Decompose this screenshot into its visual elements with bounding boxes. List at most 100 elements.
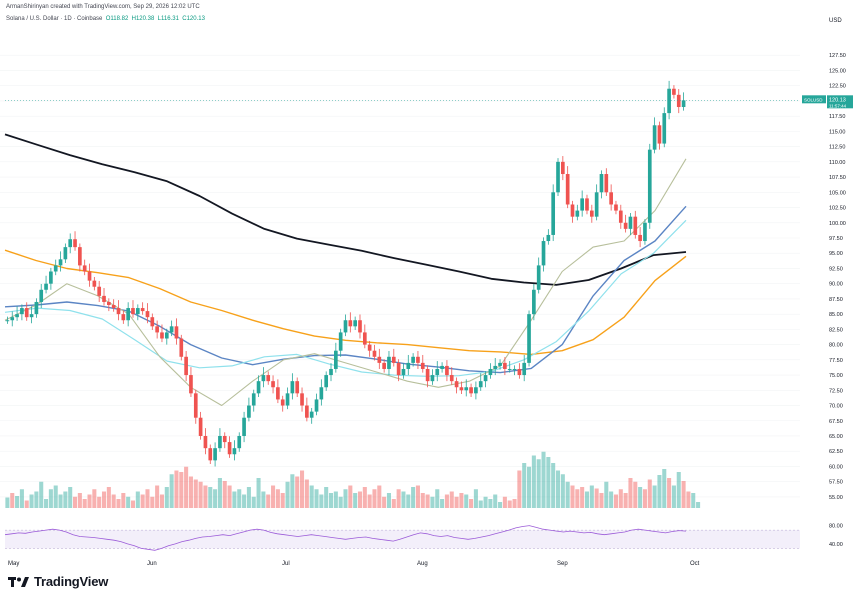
candle-body	[647, 149, 652, 223]
x-axis-tick-label: Jul	[282, 561, 290, 567]
y-axis-tick-label: 110.00	[829, 160, 845, 166]
y-axis-tick-label: 75.00	[829, 373, 843, 379]
y-axis-tick-label: 87.50	[829, 297, 843, 303]
candle-body	[87, 271, 92, 281]
volume-bar	[275, 489, 280, 508]
candle-body	[107, 301, 111, 306]
volume-bar	[488, 499, 493, 508]
candle-body	[24, 308, 29, 318]
volume-bar	[560, 474, 565, 508]
y-axis-tick-label: 55.00	[829, 495, 843, 501]
candle-body	[261, 375, 266, 382]
volume-bar	[594, 488, 599, 508]
candle-body	[131, 308, 135, 315]
y-axis-tick-label: 82.50	[829, 327, 843, 333]
volume-bar	[555, 470, 561, 508]
volume-bar	[280, 493, 285, 508]
candle-body	[532, 289, 536, 315]
candle-body	[585, 198, 589, 211]
rsi-line	[4, 525, 687, 551]
y-axis-tick-label: 125.00	[829, 68, 846, 74]
candle-body	[449, 375, 454, 382]
candle-body	[218, 435, 222, 449]
volume-bar	[454, 496, 459, 508]
candle-body	[266, 375, 271, 382]
candle-body	[73, 239, 77, 248]
volume-bar	[522, 463, 527, 508]
candle-body	[546, 234, 551, 242]
candle-body	[53, 265, 58, 272]
candle-body	[305, 405, 309, 418]
rsi-tick-label: 40.00	[829, 542, 843, 548]
candle-body	[251, 393, 256, 406]
moving-average-line	[4, 249, 687, 356]
candle-body	[34, 301, 39, 315]
candle-body	[493, 365, 498, 369]
volume-bar	[401, 491, 406, 508]
volume-bar	[97, 496, 102, 508]
volume-bar	[15, 496, 20, 508]
volume-bar	[415, 485, 420, 508]
volume-bar	[48, 489, 53, 508]
chart-credit: ArmanShirinyan created with TradingView.…	[6, 4, 200, 10]
moving-average-line	[4, 205, 687, 374]
volume-bar	[295, 476, 300, 508]
volume-bar	[24, 500, 29, 508]
candle-body	[78, 247, 82, 266]
volume-bar	[633, 481, 638, 508]
ohlc-close: C120.13	[182, 16, 205, 22]
moving-average-line	[4, 219, 687, 377]
y-axis-tick-label: 70.00	[829, 404, 843, 410]
volume-bar	[657, 475, 662, 508]
candle-body	[82, 265, 87, 272]
candle-body	[126, 308, 130, 321]
countdown-label: 11:57:44	[829, 103, 847, 108]
candle-body	[459, 387, 464, 391]
tradingview-logo[interactable]: TradingView	[8, 574, 108, 589]
candle-body	[160, 332, 164, 339]
volume-bar	[34, 491, 39, 508]
volume-bar	[126, 496, 131, 508]
volume-bar	[101, 491, 107, 508]
volume-bar	[686, 491, 691, 508]
volume-bar	[338, 496, 343, 508]
y-axis-tick-label: 72.50	[829, 388, 843, 394]
candle-body	[367, 344, 372, 351]
candle-body	[681, 100, 686, 108]
volume-bar	[618, 489, 623, 508]
volume-bar	[362, 487, 367, 508]
volume-bar	[155, 485, 160, 508]
volume-bar	[319, 494, 324, 508]
volume-bar	[266, 494, 271, 508]
candle-body	[232, 448, 237, 455]
volume-bar	[386, 493, 391, 508]
candle-body	[672, 88, 676, 95]
volume-bar	[217, 478, 222, 508]
volume-bar	[671, 485, 676, 508]
candle-body	[551, 192, 556, 235]
volume-bar	[444, 494, 449, 508]
volume-bar	[145, 489, 150, 508]
candle-body	[503, 362, 507, 369]
volume-bar	[5, 497, 10, 508]
volume-bar	[19, 489, 24, 508]
volume-bar	[213, 489, 218, 508]
candle-body	[189, 375, 193, 394]
candle-body	[39, 289, 44, 302]
volume-bar	[449, 491, 454, 508]
candle-body	[150, 317, 155, 327]
volume-bar	[507, 500, 512, 508]
candle-body	[445, 365, 449, 376]
volume-bar	[208, 487, 213, 508]
volume-bar	[473, 489, 478, 508]
volume-bar	[580, 487, 585, 508]
candle-body	[92, 280, 97, 287]
tradingview-logo-icon	[8, 576, 29, 587]
y-axis-tick-label: 92.50	[829, 266, 843, 272]
candle-body	[589, 210, 594, 217]
symbol-tag-text: SOLUSD	[804, 97, 823, 102]
volume-bar	[285, 481, 290, 508]
candle-body	[420, 362, 425, 369]
